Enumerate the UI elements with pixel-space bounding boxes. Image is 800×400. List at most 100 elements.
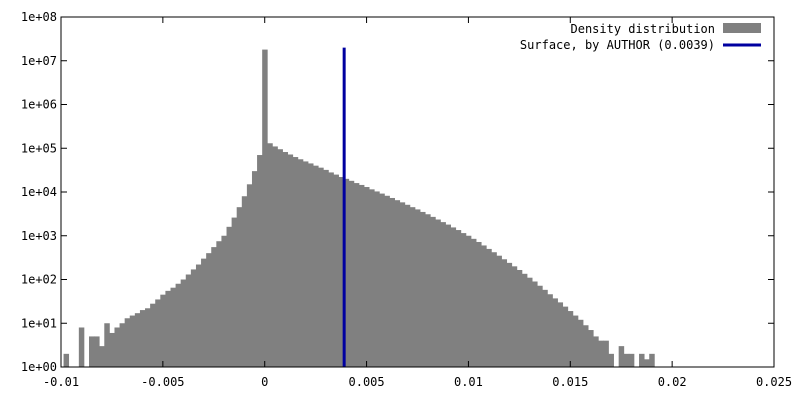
x-tick-label: 0.015	[552, 375, 588, 389]
histogram-bar	[588, 330, 594, 367]
histogram-bar	[104, 323, 110, 367]
histogram-bar	[440, 222, 446, 367]
histogram-bar	[308, 163, 314, 367]
histogram-bar	[455, 230, 462, 367]
histogram-bar	[292, 157, 299, 367]
histogram-bar	[404, 204, 411, 367]
histogram-bar	[277, 149, 283, 367]
x-tick-label: 0.01	[454, 375, 483, 389]
histogram-bar	[134, 313, 141, 367]
histogram-bar	[420, 211, 426, 367]
histogram-bar	[364, 187, 370, 367]
x-tick-label: -0.005	[141, 375, 184, 389]
histogram-bar	[486, 248, 492, 367]
y-tick-label: 1e+04	[21, 185, 57, 199]
x-tick-label: 0.02	[658, 375, 687, 389]
histogram-bar	[450, 227, 457, 367]
histogram-bar	[369, 189, 375, 367]
histogram-bar	[379, 193, 385, 367]
histogram-bar	[552, 298, 558, 367]
x-tick-label: 0	[261, 375, 268, 389]
y-axis: 1e+00 1e+01 1e+02 1e+03 1e+04 1e+05 1e+06 1e+07…	[21, 10, 774, 374]
histogram-bar	[190, 269, 197, 367]
histogram-bar	[557, 302, 564, 367]
histogram-bar	[145, 308, 151, 367]
histogram-bar	[318, 167, 324, 367]
histogram-bar	[114, 327, 120, 367]
histogram-bar	[577, 319, 584, 367]
histogram-bar	[374, 191, 380, 367]
histogram-bar	[297, 159, 304, 367]
x-axis: -0.01 -0.005 0 0.005 0.01 0.015 0.02 0.025	[43, 17, 792, 389]
histogram-bar	[216, 241, 222, 367]
histogram-bar	[445, 224, 451, 367]
histogram-bar	[501, 259, 508, 367]
histogram-bar	[139, 310, 146, 367]
histogram-bar	[537, 285, 543, 367]
legend-label-surface: Surface, by AUTHOR (0.0039)	[520, 38, 715, 52]
x-tick-label: 0.025	[756, 375, 792, 389]
histogram-bar	[63, 353, 70, 367]
histogram-bar	[94, 336, 100, 367]
histogram-bar	[527, 277, 533, 367]
x-tick-label: 0.005	[349, 375, 385, 389]
y-tick-label: 1e+08	[21, 10, 57, 24]
histogram-bar	[170, 287, 176, 367]
y-tick-label: 1e+07	[21, 54, 57, 68]
histogram-bar	[414, 209, 421, 367]
histogram-bar	[231, 217, 238, 367]
histogram-bar	[430, 216, 436, 367]
histogram-bar	[476, 241, 482, 367]
histogram-bar	[425, 214, 431, 367]
histogram-bar	[165, 290, 171, 367]
histogram-bar	[272, 146, 278, 367]
histogram-bar	[89, 336, 95, 367]
histogram-bar	[394, 200, 401, 367]
histogram-bar	[155, 299, 161, 367]
histogram-bar	[542, 289, 548, 367]
histogram-bar	[353, 183, 360, 367]
histogram-bar	[532, 281, 538, 367]
histogram-bar	[603, 340, 609, 367]
histogram-bar	[491, 252, 497, 367]
histogram-bar	[150, 303, 156, 367]
histogram-bar	[608, 353, 614, 367]
histogram-bar	[236, 207, 243, 367]
histogram-bar	[547, 294, 553, 367]
histogram-bar	[129, 315, 136, 367]
histogram-bar	[226, 226, 233, 367]
histogram-bar	[409, 207, 416, 367]
histogram-bar	[246, 184, 253, 367]
histogram-bar	[201, 258, 207, 367]
histogram-bar	[506, 262, 513, 367]
histogram-bar	[211, 247, 217, 367]
histogram-bar	[282, 152, 289, 367]
histogram-bar	[333, 174, 339, 367]
histogram-bar	[195, 264, 202, 367]
histogram-bar	[598, 340, 604, 367]
histogram-bar	[241, 196, 248, 367]
histogram-bar	[78, 327, 85, 367]
histogram-bar	[567, 311, 574, 367]
histogram-bar	[623, 353, 630, 367]
histogram-bar	[257, 155, 263, 367]
histogram-bar	[384, 195, 390, 367]
histogram-bar	[262, 49, 268, 367]
histogram-bar	[628, 353, 635, 367]
histogram-bar	[206, 253, 212, 367]
histogram-bar	[481, 245, 487, 367]
histogram-bar	[313, 165, 319, 367]
histogram-bar	[160, 294, 166, 367]
histogram-bar	[521, 273, 528, 367]
histogram-bars	[63, 49, 655, 367]
histogram-bar	[465, 235, 472, 367]
histogram-bar	[343, 178, 350, 367]
histogram-bar	[593, 336, 599, 367]
histogram-bar	[185, 274, 192, 367]
histogram-bar	[180, 279, 187, 367]
legend-label-density: Density distribution	[571, 22, 716, 36]
histogram-bar	[496, 255, 502, 367]
y-tick-label: 1e+06	[21, 98, 57, 112]
legend: Density distribution Surface, by AUTHOR …	[520, 22, 761, 52]
